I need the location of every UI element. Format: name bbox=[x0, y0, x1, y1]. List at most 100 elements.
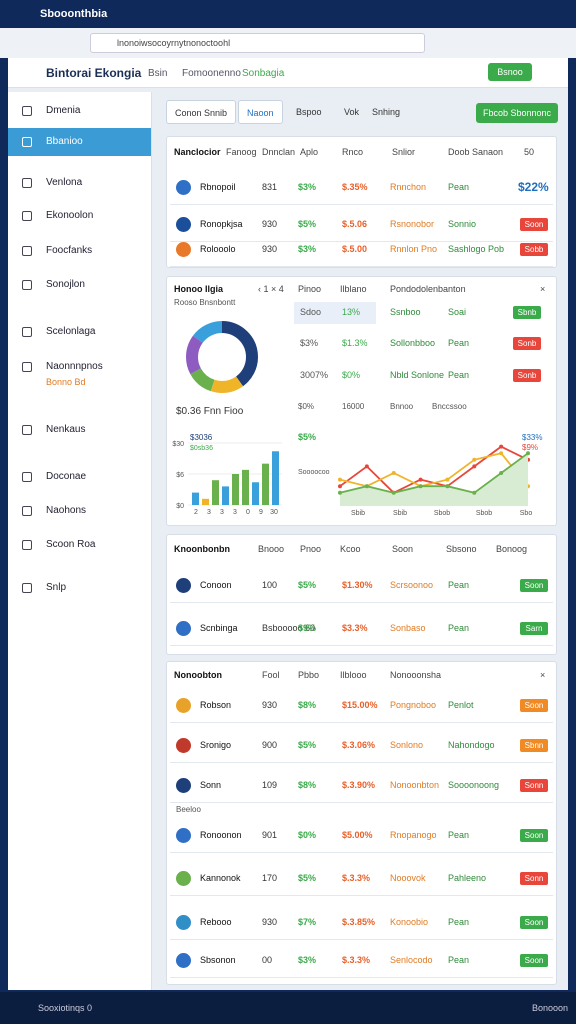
tab[interactable]: Vok bbox=[344, 107, 360, 117]
legend-label: 16000 bbox=[342, 402, 365, 411]
primary-button[interactable]: Fbcob Sbonnonc bbox=[476, 103, 558, 123]
donut-label: $0.36 Fnn Fioo bbox=[176, 406, 244, 417]
row-action[interactable]: Soon bbox=[520, 218, 548, 231]
tab[interactable]: Conon Snnib bbox=[166, 100, 237, 124]
point bbox=[338, 484, 342, 489]
row-divider bbox=[170, 722, 553, 723]
row-action[interactable]: Soon bbox=[520, 699, 548, 712]
bar bbox=[212, 480, 219, 505]
row-divider bbox=[170, 241, 553, 242]
cell-amount: $.3.3% bbox=[342, 873, 371, 883]
column-header: Sbsono bbox=[446, 544, 477, 554]
cell-num: 831 bbox=[262, 182, 278, 192]
row-icon bbox=[176, 871, 191, 886]
sidebar-item[interactable]: Sonojlon bbox=[46, 279, 85, 290]
sidebar-item[interactable]: Doconae bbox=[46, 471, 87, 482]
table-cell: $3% bbox=[300, 338, 319, 348]
x-tick-label: Sbob bbox=[476, 510, 492, 517]
column-header: 50 bbox=[524, 147, 535, 157]
table-action[interactable]: Sonb bbox=[513, 337, 541, 350]
bar bbox=[202, 498, 209, 505]
sidebar-item[interactable]: Snlp bbox=[46, 582, 67, 593]
column-header: Fool bbox=[262, 670, 280, 680]
column-header: Pondodolenbanton bbox=[390, 284, 466, 294]
line bbox=[339, 452, 529, 488]
x-tick-label: 3 bbox=[207, 509, 211, 516]
nav-item[interactable]: Fomoonenno bbox=[182, 68, 241, 79]
app-title: Bintorai Ekongia bbox=[46, 66, 142, 80]
sidebar-item[interactable]: Ekonoolon bbox=[46, 210, 94, 221]
sidebar-item[interactable]: Venlona bbox=[46, 177, 83, 188]
sidebar-item[interactable]: Naohons bbox=[46, 505, 87, 516]
row-action[interactable]: Sarn bbox=[520, 622, 548, 635]
point bbox=[499, 451, 504, 456]
url-field[interactable]: lnonoiwsocoyrnytnonoctoohl bbox=[90, 33, 425, 53]
row-icon bbox=[176, 698, 191, 713]
column-header: Nonooonsha bbox=[390, 670, 442, 680]
sidebar bbox=[8, 92, 152, 990]
x-tick-label: 30 bbox=[270, 509, 278, 516]
cell-status2: Sonnio bbox=[448, 219, 477, 229]
bar bbox=[262, 463, 269, 505]
donut-segment bbox=[186, 321, 258, 393]
cell-pct: $8% bbox=[298, 700, 317, 710]
row-action[interactable]: Soon bbox=[520, 579, 548, 592]
cell-status: Rnnlon Pno bbox=[390, 244, 438, 254]
row-action[interactable]: Sonn bbox=[520, 779, 548, 792]
cell-num: Bsbooooo 60 bbox=[262, 623, 316, 633]
row-action[interactable]: Soon bbox=[520, 954, 548, 967]
sidebar-item[interactable]: Scoon Roa bbox=[46, 539, 96, 550]
tab[interactable]: Snhing bbox=[372, 107, 401, 117]
x-tick-label: 3 bbox=[220, 509, 224, 516]
cell-status2: Penlot bbox=[448, 700, 474, 710]
sidebar-icon bbox=[22, 178, 32, 188]
cell-pct: $3% bbox=[298, 955, 317, 965]
row-action[interactable]: Soon bbox=[520, 916, 548, 929]
row-divider bbox=[170, 204, 553, 205]
row-value: $22% bbox=[518, 180, 549, 194]
bar bbox=[192, 492, 199, 505]
sidebar-item[interactable]: Nenkaus bbox=[46, 424, 86, 435]
point bbox=[445, 477, 450, 482]
row-action[interactable]: Soon bbox=[520, 829, 548, 842]
table-action[interactable]: Sbnb bbox=[513, 306, 541, 319]
row-icon bbox=[176, 242, 191, 257]
bar-subtitle: $0sb36 bbox=[190, 445, 213, 452]
table-cell: 13% bbox=[342, 307, 361, 317]
row-divider bbox=[170, 895, 553, 896]
x-tick-label: 3 bbox=[233, 509, 237, 516]
table-cell: $0% bbox=[342, 370, 361, 380]
row-action[interactable]: Sbnn bbox=[520, 739, 548, 752]
row-icon bbox=[176, 621, 191, 636]
donut-segment bbox=[186, 321, 258, 393]
x-tick-label: Sbob bbox=[434, 510, 450, 517]
row-action[interactable]: Sonn bbox=[520, 872, 548, 885]
cell-status: Konoobio bbox=[390, 917, 429, 927]
sidebar-item[interactable]: Foocfanks bbox=[46, 245, 93, 256]
header-button[interactable]: Bsnoo bbox=[488, 63, 532, 81]
cell-name: Rolooolo bbox=[200, 244, 236, 254]
sidebar-item[interactable]: Bbanioo bbox=[46, 136, 83, 147]
table-action[interactable]: Sonb bbox=[513, 369, 541, 382]
tab[interactable]: Naoon bbox=[238, 100, 283, 124]
sidebar-item[interactable]: Naonnnpnos bbox=[46, 361, 103, 372]
x-tick-label: Sbo bbox=[520, 510, 533, 517]
nav-item[interactable]: Bsin bbox=[148, 68, 168, 79]
column-header: Doob Sanaon bbox=[448, 147, 504, 157]
panel bbox=[166, 661, 557, 985]
table-highlight bbox=[294, 302, 376, 324]
cell-status: Sonlono bbox=[390, 740, 424, 750]
column-header: Soon bbox=[392, 544, 414, 554]
column-header: Nanclocior bbox=[174, 147, 221, 157]
nav-item[interactable]: Sonbagia bbox=[242, 68, 285, 79]
cell-status: Sonbaso bbox=[390, 623, 426, 633]
tab[interactable]: Bspoo bbox=[296, 107, 322, 117]
sidebar-item[interactable]: Dmenia bbox=[46, 105, 81, 116]
row-icon bbox=[176, 578, 191, 593]
cell-status2: Nahondogo bbox=[448, 740, 495, 750]
sidebar-item[interactable]: Scelonlaga bbox=[46, 326, 96, 337]
point bbox=[499, 471, 504, 475]
row-action[interactable]: Sobb bbox=[520, 243, 548, 256]
table-cell: Soai bbox=[448, 307, 467, 317]
